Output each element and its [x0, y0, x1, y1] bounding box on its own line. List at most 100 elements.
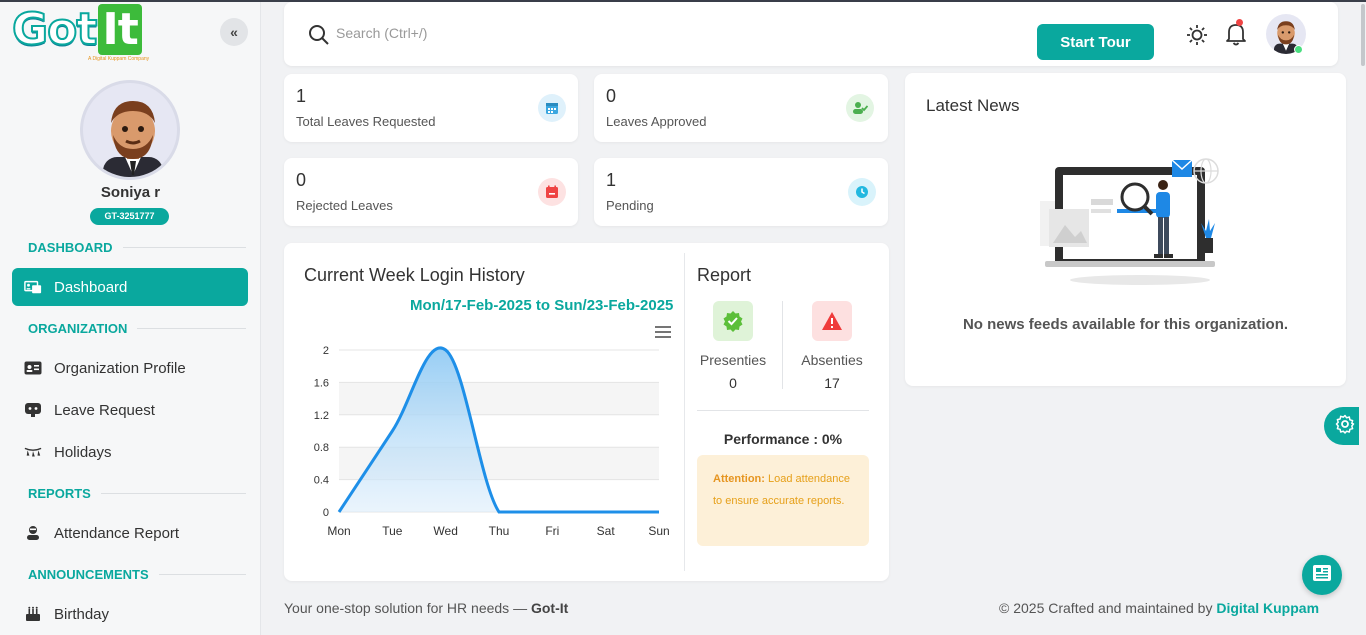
user-check-icon	[846, 94, 874, 122]
news-title: Latest News	[926, 96, 1020, 115]
section-organization: ORGANIZATION	[12, 321, 246, 336]
top-header: Start Tour	[284, 2, 1338, 66]
login-history-title: Current Week Login History	[304, 265, 525, 285]
attention-text: Load attendance to ensure accurate repor…	[713, 473, 850, 507]
stat-label: Total Leaves Requested	[296, 114, 436, 129]
y-tick-label: 0.4	[314, 475, 329, 487]
x-tick-label: Tue	[382, 524, 403, 538]
footer-left-text: Your one-stop solution for HR needs —	[284, 600, 531, 616]
sidebar-item-attendance-report[interactable]: Attendance Report	[12, 514, 248, 552]
start-tour-button[interactable]: Start Tour	[1037, 24, 1154, 60]
section-title: REPORTS	[28, 486, 91, 501]
stat-value: 0	[606, 86, 617, 106]
stat-value: 1	[606, 170, 617, 190]
collapse-sidebar-button[interactable]: «	[220, 18, 248, 46]
scrollbar-thumb[interactable]	[1361, 4, 1365, 66]
calendar-icon	[538, 94, 566, 122]
stat-value: 1	[296, 86, 307, 106]
section-dashboard: DASHBOARD	[12, 240, 246, 255]
attention-alert: Attention: Load attendance to ensure acc…	[697, 455, 869, 546]
chat-floating-button[interactable]	[1302, 555, 1342, 595]
user-avatar[interactable]	[1266, 14, 1306, 54]
section-title: DASHBOARD	[28, 240, 113, 255]
presenties-label: Presenties	[699, 352, 767, 368]
stat-card-total-leaves[interactable]: 1 Total Leaves Requested	[284, 74, 578, 142]
profile-avatar[interactable]	[80, 80, 180, 180]
brand-logo[interactable]: Got It A Digital Kuppam Company	[11, 3, 152, 62]
sidebar-item-holidays[interactable]: Holidays	[12, 433, 248, 471]
login-area-fill	[339, 347, 659, 512]
report-split-divider	[782, 301, 783, 389]
sidebar-item-leave-request[interactable]: Leave Request	[12, 391, 248, 429]
x-tick-label: Mon	[327, 524, 350, 538]
absenties-label: Absenties	[801, 352, 863, 368]
cake-icon	[24, 606, 42, 622]
chart-menu-icon[interactable]	[654, 325, 672, 344]
grid-band	[339, 382, 659, 415]
news-empty-message: No news feeds available for this organiz…	[962, 316, 1289, 333]
y-tick-label: 1.2	[314, 410, 329, 422]
footer-company-link[interactable]: Digital Kuppam	[1216, 600, 1320, 616]
double-chevron-left-icon: «	[230, 24, 238, 40]
dashboard-icon	[24, 279, 42, 295]
stat-card-rejected-leaves[interactable]: 0 Rejected Leaves	[284, 158, 578, 226]
search-input[interactable]	[336, 18, 466, 48]
stat-card-leaves-approved[interactable]: 0 Leaves Approved	[594, 74, 888, 142]
login-history-chart: 0 0.4 0.8 1.2 1.6 2 Mon Tue Wed Thu Fri Sat Sun	[314, 345, 670, 538]
avatar-illustration	[1274, 21, 1298, 54]
leave-icon	[24, 402, 42, 418]
window-top-border	[0, 0, 1366, 2]
gear-icon	[1335, 414, 1355, 439]
search-icon[interactable]	[308, 24, 330, 51]
footer-right-text: © 2025 Crafted and maintained by	[999, 600, 1217, 616]
sidebar-item-label: Dashboard	[54, 278, 128, 296]
attention-title: Attention:	[713, 473, 765, 485]
notifications-bell-icon[interactable]	[1225, 22, 1247, 51]
absenties-value: 17	[824, 375, 840, 391]
logo-text-it: It	[98, 4, 142, 55]
x-tick-label: Thu	[489, 524, 510, 538]
clock-icon	[848, 178, 876, 206]
report-title: Report	[697, 265, 752, 285]
latest-news-card: Latest News No news feeds available for …	[905, 73, 1346, 386]
stat-label: Pending	[606, 198, 654, 213]
holiday-icon	[24, 444, 42, 460]
theme-toggle-sun-icon[interactable]	[1186, 24, 1208, 51]
logo-tagline: A Digital Kuppam Company	[88, 56, 150, 62]
scrollbar-track[interactable]	[1359, 2, 1366, 635]
sidebar-item-birthday[interactable]: Birthday	[12, 595, 248, 633]
stat-card-pending[interactable]: 1 Pending	[594, 158, 888, 226]
profile-name: Soniya r	[100, 184, 161, 201]
stat-label: Rejected Leaves	[296, 198, 393, 213]
id-card-icon	[24, 360, 42, 376]
card-divider	[684, 253, 685, 571]
person-report-icon	[24, 525, 42, 541]
y-tick-label: 0.8	[314, 442, 329, 454]
footer-credit: © 2025 Crafted and maintained by Digital…	[999, 600, 1319, 616]
report-rule	[697, 410, 869, 411]
footer-brand: Got-It	[530, 600, 569, 616]
online-status-dot	[1294, 45, 1303, 54]
presenties-value: 0	[729, 375, 737, 391]
x-tick-label: Sun	[648, 524, 669, 538]
sidebar-item-label: Holidays	[54, 443, 112, 461]
footer-tagline: Your one-stop solution for HR needs — Go…	[284, 600, 568, 616]
section-title: ORGANIZATION	[28, 321, 128, 336]
notification-badge-dot	[1236, 19, 1243, 26]
week-range: Mon/17-Feb-2025 to Sun/23-Feb-2025	[410, 297, 674, 314]
x-tick-label: Sat	[597, 524, 616, 538]
section-title: ANNOUNCEMENTS	[28, 567, 149, 582]
sidebar-item-label: Birthday	[54, 605, 110, 623]
login-history-card: Current Week Login History Mon/17-Feb-20…	[284, 243, 889, 581]
y-tick-label: 2	[323, 345, 329, 357]
sidebar-item-dashboard[interactable]: Dashboard	[12, 268, 248, 306]
check-badge-icon	[713, 301, 753, 341]
sidebar-item-label: Organization Profile	[54, 359, 186, 377]
y-tick-label: 1.6	[314, 377, 329, 389]
empty-news-illustration	[1040, 158, 1219, 285]
newspaper-icon	[1312, 564, 1332, 587]
sidebar-item-label: Leave Request	[54, 401, 155, 419]
stat-label: Leaves Approved	[606, 114, 707, 129]
avatar-illustration	[103, 101, 163, 177]
sidebar-item-organization-profile[interactable]: Organization Profile	[12, 349, 248, 387]
